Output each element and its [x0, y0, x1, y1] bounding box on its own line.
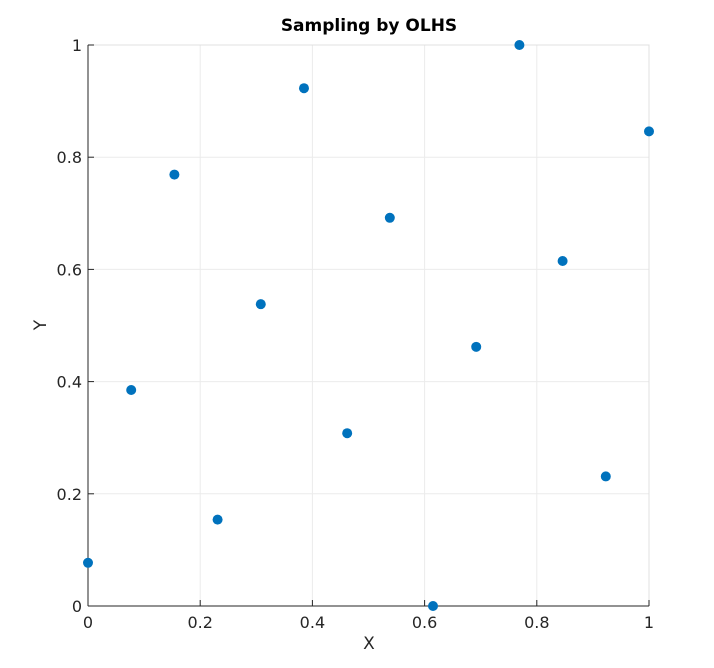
data-point: [600, 471, 611, 482]
y-tick-label: 0.4: [57, 373, 82, 392]
x-tick-label: 0.6: [412, 613, 437, 632]
y-axis-label: Y: [31, 319, 51, 331]
data-point: [384, 212, 395, 223]
data-point: [644, 126, 654, 137]
data-point: [212, 514, 223, 525]
data-point: [126, 385, 137, 396]
y-tick-label: 1: [72, 36, 82, 55]
data-point: [428, 601, 439, 611]
x-tick-label: 0.4: [300, 613, 325, 632]
data-point: [169, 169, 180, 180]
x-tick-label: 0.2: [187, 613, 212, 632]
data-point: [557, 255, 568, 266]
chart-title: Sampling by OLHS: [281, 16, 457, 36]
axes-frame: [87, 44, 650, 607]
y-tick-label: 0.6: [57, 260, 82, 279]
y-tick-label: 0: [72, 597, 82, 616]
x-tick-label: 0.8: [524, 613, 549, 632]
data-points: [83, 40, 654, 611]
y-tick-label: 0.2: [57, 485, 82, 504]
x-axis-label: X: [363, 634, 375, 654]
data-point: [83, 557, 93, 568]
x-axis-ticks: 0 0.2 0.4 0.6 0.8 1: [83, 600, 654, 632]
x-tick-label: 1: [644, 613, 654, 632]
data-point: [471, 341, 482, 352]
y-tick-label: 0.8: [57, 148, 82, 167]
data-point: [298, 83, 309, 94]
plot-area: [88, 45, 649, 606]
data-point: [342, 428, 353, 439]
grid-lines: [88, 45, 649, 606]
y-axis-ticks: 0 0.2 0.4 0.6 0.8 1: [57, 36, 94, 616]
data-point: [255, 299, 266, 310]
x-tick-label: 0: [83, 613, 93, 632]
data-point: [514, 40, 525, 50]
